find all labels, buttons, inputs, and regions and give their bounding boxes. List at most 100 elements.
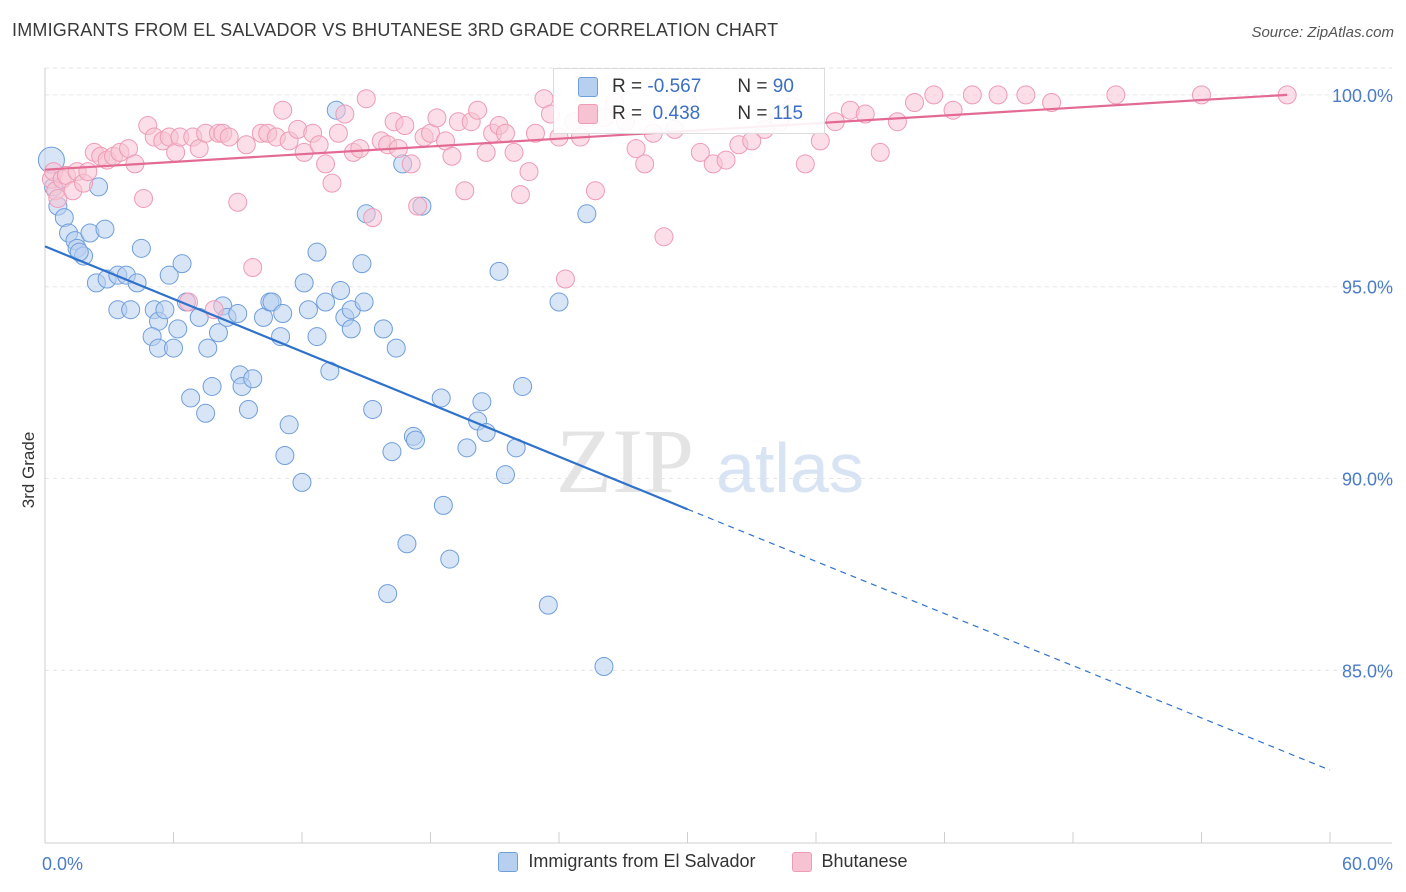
watermark: ZIP atlas — [556, 410, 864, 512]
data-point — [626, 139, 646, 159]
legend-row-bhutanese: R = 0.438 N = 115 — [578, 100, 803, 128]
y-tick-label: 100.0% — [1332, 86, 1393, 106]
data-point — [273, 304, 293, 324]
data-point — [427, 108, 447, 128]
data-point — [243, 369, 263, 389]
data-point — [219, 127, 239, 147]
data-point — [924, 85, 944, 105]
data-point — [356, 89, 376, 109]
data-point — [172, 254, 192, 274]
data-point — [654, 227, 674, 247]
legend-swatch-blue — [578, 77, 598, 97]
data-point — [316, 154, 336, 174]
data-point — [476, 142, 496, 162]
data-point — [134, 188, 154, 208]
data-point — [887, 112, 907, 132]
data-point — [292, 472, 312, 492]
n-label: N = — [737, 76, 768, 97]
r-value: 0.438 — [647, 103, 701, 124]
data-point — [331, 281, 351, 301]
chart-title: IMMIGRANTS FROM EL SALVADOR VS BHUTANESE… — [12, 20, 779, 40]
data-point — [228, 192, 248, 212]
data-point — [408, 196, 428, 216]
watermark-atlas: atlas — [716, 429, 864, 507]
data-point — [322, 173, 342, 193]
data-point — [1042, 93, 1062, 113]
y-tick-label: 95.0% — [1342, 278, 1393, 298]
data-point — [202, 376, 222, 396]
data-point — [690, 142, 710, 162]
legend-row-el-salvador: R = -0.567 N = 90 — [578, 73, 794, 101]
x-tick-label: 0.0% — [42, 854, 83, 874]
n-value: 115 — [772, 103, 804, 124]
data-point — [504, 142, 524, 162]
data-point — [962, 85, 982, 105]
data-point — [943, 100, 963, 120]
data-point — [121, 300, 141, 320]
data-point — [243, 258, 263, 278]
data-point — [401, 154, 421, 174]
y-axis-label: 3rd Grade — [19, 432, 38, 509]
data-point — [525, 123, 545, 143]
legend-swatch-pink — [791, 851, 812, 872]
data-point — [442, 146, 462, 166]
n-value: 90 — [772, 76, 794, 97]
legend-swatch-pink — [578, 104, 598, 124]
data-point — [335, 104, 355, 124]
data-point — [855, 104, 875, 124]
data-point — [468, 100, 488, 120]
data-point — [905, 93, 925, 113]
data-point — [48, 188, 68, 208]
data-point — [294, 273, 314, 293]
data-point — [307, 242, 327, 262]
data-point — [181, 388, 201, 408]
legend-item-el-salvador: Immigrants from El Salvador — [498, 851, 756, 872]
data-point — [95, 219, 115, 239]
data-point — [378, 584, 398, 604]
data-point — [406, 430, 426, 450]
y-tick-label: 85.0% — [1342, 661, 1393, 681]
data-point — [577, 204, 597, 224]
data-point — [294, 142, 314, 162]
data-point — [386, 338, 406, 358]
data-point — [350, 139, 370, 159]
trend-line-el-salvador — [44, 245, 688, 511]
data-point — [810, 131, 830, 151]
series-el-salvador — [37, 100, 614, 677]
data-point — [279, 415, 299, 435]
data-point — [316, 292, 336, 312]
data-point — [228, 304, 248, 324]
series-legend: Immigrants from El Salvador Bhutanese — [0, 851, 1406, 872]
data-point — [440, 549, 460, 569]
data-point — [988, 85, 1008, 105]
n-label: N = — [737, 103, 768, 124]
data-point — [795, 154, 815, 174]
data-point — [513, 376, 533, 396]
data-point — [127, 273, 147, 293]
data-point — [155, 300, 175, 320]
correlation-legend: R = -0.567 N = 90 R = 0.438 N = 115 — [553, 68, 825, 134]
axes — [44, 68, 1392, 844]
legend-label: Immigrants from El Salvador — [528, 851, 756, 871]
data-point — [395, 116, 415, 136]
legend-swatch-blue — [498, 851, 519, 872]
tick-labels: 85.0% 90.0% 95.0% 100.0% 0.0% 60.0% — [42, 86, 1393, 874]
data-point — [196, 403, 216, 423]
data-point — [510, 185, 530, 205]
data-point — [307, 327, 327, 347]
data-point — [549, 292, 569, 312]
series-bhutanese — [41, 85, 1297, 320]
data-point — [198, 338, 218, 358]
data-point — [131, 238, 151, 258]
data-point — [716, 150, 736, 170]
data-point — [397, 534, 417, 554]
r-value: -0.567 — [647, 76, 702, 97]
data-point — [538, 595, 558, 615]
data-point — [238, 399, 258, 419]
data-point — [433, 495, 453, 515]
r-label: R = — [612, 76, 643, 97]
legend-item-bhutanese: Bhutanese — [791, 851, 908, 872]
data-point — [585, 181, 605, 201]
watermark-zip: ZIP — [556, 410, 694, 512]
